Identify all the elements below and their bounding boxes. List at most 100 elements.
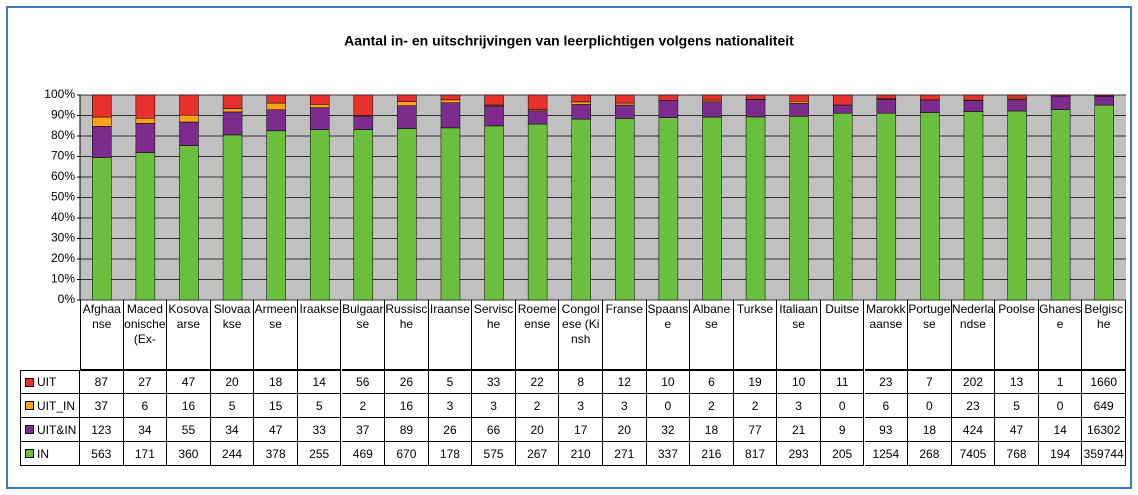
bar-segment [789, 94, 809, 102]
table-value: 3 [777, 394, 821, 418]
bar-segment [658, 117, 679, 301]
bar-segment [484, 125, 504, 301]
bar-segment [702, 101, 722, 118]
x-tick-label: Kosovaarse [167, 300, 211, 370]
x-tick-label: Albanese [690, 300, 734, 370]
bar-segment [179, 145, 199, 301]
x-tick-label: Slovaakse [210, 300, 255, 370]
x-tick-label: Congolese (Kinsh [559, 300, 603, 370]
table-value: 77 [733, 418, 778, 442]
legend-label: UIT [37, 375, 57, 389]
bar-segment [222, 108, 243, 113]
table-value: 2 [733, 394, 778, 418]
bar-segment [309, 104, 330, 108]
table-value: 2 [341, 394, 386, 418]
table-value: 23 [951, 394, 996, 418]
bar-segment [615, 102, 635, 106]
table-value: 17 [559, 418, 603, 442]
bar-segment [222, 94, 243, 109]
table-value: 469 [341, 442, 386, 466]
table-value: 6 [864, 394, 909, 418]
x-tick-label: Servische [472, 300, 516, 370]
table-value: 32 [646, 418, 691, 442]
table-value: 16302 [1082, 418, 1126, 442]
x-tick-label: Ghanese [1038, 300, 1083, 370]
table-value: 12 [603, 370, 647, 394]
x-tick-label: Nederlandse [951, 300, 996, 370]
bar-segment [963, 94, 984, 101]
table-value: 337 [646, 442, 691, 466]
bar-segment [615, 118, 635, 301]
x-tick-label: Bulgaarse [341, 300, 386, 370]
legend-label: UIT&IN [37, 422, 77, 437]
table-value: 7 [908, 370, 952, 394]
x-tick-label: Marokkaanse [864, 300, 909, 370]
table-value: 26 [428, 418, 473, 442]
bar-segment [440, 127, 461, 301]
bar-segment [309, 94, 330, 105]
table-value: 93 [864, 418, 909, 442]
bar-segment [309, 129, 330, 301]
x-tick-label: Iraakse [297, 300, 342, 370]
bar-segment [222, 111, 243, 136]
table-value: 18 [690, 418, 734, 442]
bar-segment [527, 94, 548, 110]
x-tick-label: Portugese [908, 300, 952, 370]
bar-segment [440, 94, 461, 101]
table-value: 0 [646, 394, 691, 418]
y-tick-label: 40% [51, 210, 75, 224]
bar-segment [571, 101, 591, 105]
table-value: 202 [951, 370, 996, 394]
bar-segment [222, 134, 243, 301]
x-tick-label: Spaanse [646, 300, 691, 370]
table-value: 14 [1038, 418, 1083, 442]
table-value: 768 [995, 442, 1039, 466]
table-value: 14 [297, 370, 342, 394]
table-value: 255 [297, 442, 342, 466]
table-value: 11 [820, 370, 865, 394]
bar-segment [266, 102, 286, 111]
table-value: 27 [123, 370, 168, 394]
bar-segment [1094, 96, 1114, 106]
table-value: 2 [690, 394, 734, 418]
bar-segment [353, 129, 374, 301]
table-value: 3 [603, 394, 647, 418]
bar-segment [789, 116, 809, 301]
table-value: 5 [428, 370, 473, 394]
table-value: 271 [603, 442, 647, 466]
table-value: 47 [254, 418, 298, 442]
table-value: 26 [385, 370, 429, 394]
y-tick-label: 10% [51, 272, 75, 286]
table-value: 47 [167, 370, 211, 394]
y-tick-label: 60% [51, 169, 75, 183]
bar-segment [1007, 110, 1027, 301]
x-tick-label: Italiaanse [777, 300, 821, 370]
bar-segment [440, 102, 461, 129]
table-value: 55 [167, 418, 211, 442]
table-value: 10 [777, 370, 821, 394]
bar-segment [745, 94, 766, 100]
table-value: 23 [864, 370, 909, 394]
table-value: 87 [80, 370, 124, 394]
bar-segment [702, 116, 722, 301]
x-tick-label: Iraanse [428, 300, 473, 370]
table-value: 360 [167, 442, 211, 466]
table-value: 47 [995, 418, 1039, 442]
legend-entry: IN [20, 442, 80, 466]
table-value: 268 [908, 442, 952, 466]
table-value: 16 [385, 394, 429, 418]
bar-segment [615, 104, 635, 119]
bar-segment [1094, 94, 1114, 97]
table-value: 3 [559, 394, 603, 418]
table-value: 0 [820, 394, 865, 418]
bar-segment [745, 116, 766, 301]
x-tick-label: Macedonische (Ex- [123, 300, 168, 370]
x-tick-label: Russische [385, 300, 429, 370]
bar-segment [702, 99, 722, 103]
table-value: 34 [210, 418, 255, 442]
bar-segment [615, 94, 635, 104]
table-value: 3 [428, 394, 473, 418]
chart-frame [6, 6, 1132, 489]
bar-segment [1007, 99, 1027, 112]
table-value: 194 [1038, 442, 1083, 466]
